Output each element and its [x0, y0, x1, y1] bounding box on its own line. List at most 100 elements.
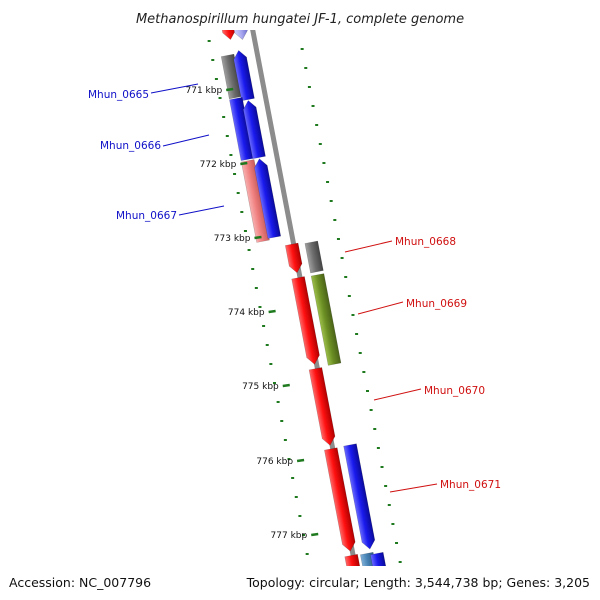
gene-labels: Mhun_0665 Mhun_0666 Mhun_0667 Mhun_0668 Mhun… — [88, 83, 501, 493]
tick-marks: 771 kbp 772 kbp 773 kbp 774 kbp 775 kbp 776 k… — [186, 86, 319, 541]
map-title: Methanospirillum hungatei JF-1, complete… — [136, 12, 464, 27]
gene-label[interactable]: Mhun_0671 — [440, 479, 501, 491]
tick-dot — [272, 382, 276, 384]
scale-tick — [268, 309, 276, 314]
gene-label-leader — [357, 301, 404, 315]
tick-dot — [336, 238, 340, 240]
scale-tick — [296, 458, 305, 463]
gene-feature — [343, 443, 376, 550]
scale-tick-label: 772 kbp — [200, 160, 237, 170]
tick-dot — [302, 534, 306, 536]
genome-summary-text: Topology: circular; Length: 3,544,738 bp… — [246, 575, 590, 590]
tick-dot — [373, 428, 377, 430]
tick-dot — [265, 344, 269, 346]
tick-dot — [251, 268, 255, 270]
gene-label-leader — [373, 388, 422, 401]
tick-dot — [311, 105, 315, 107]
tick-dot — [236, 192, 240, 194]
tick-dot-tracks — [207, 40, 402, 563]
tick-dot — [287, 458, 291, 460]
tick-dot — [243, 230, 247, 232]
tick-dot — [340, 257, 344, 259]
tick-dot — [298, 515, 302, 517]
tick-dot — [384, 485, 388, 487]
tick-dot — [222, 116, 226, 118]
tick-dot — [229, 154, 233, 156]
gene-label-leader — [344, 240, 393, 253]
tick-dot — [218, 97, 222, 99]
gene-feature — [291, 276, 320, 365]
tick-dot — [276, 401, 280, 403]
tick-dot — [369, 409, 373, 411]
tick-dot — [391, 523, 395, 525]
gene-feature — [304, 240, 324, 274]
tick-dot — [240, 211, 244, 213]
tick-dot — [376, 447, 380, 449]
scale-tick — [226, 87, 234, 92]
gene-label[interactable]: Mhun_0668 — [395, 236, 456, 248]
tick-dot — [207, 40, 211, 42]
tick-dot — [307, 86, 311, 88]
tick-dot — [347, 295, 351, 297]
gene-feature — [308, 367, 336, 446]
scale-tick-label: 775 kbp — [242, 382, 279, 392]
scale-tick — [311, 532, 319, 537]
scale-tick-label: 777 kbp — [271, 531, 308, 541]
tick-dot — [283, 439, 287, 441]
gene-feature — [310, 273, 342, 366]
tick-dot — [300, 48, 304, 50]
gene-feature — [233, 50, 255, 102]
gene-label[interactable]: Mhun_0666 — [100, 140, 161, 152]
tick-dot — [365, 390, 369, 392]
tick-dot — [262, 325, 266, 327]
tick-dot — [225, 135, 229, 137]
tick-dot — [380, 466, 384, 468]
gene-label[interactable]: Mhun_0665 — [88, 89, 149, 101]
footer-background — [0, 566, 600, 600]
scale-tick-label: 773 kbp — [214, 234, 251, 244]
gene-label[interactable]: Mhun_0667 — [116, 210, 177, 222]
scale-tick-label: 771 kbp — [186, 86, 223, 96]
gene-feature — [241, 159, 270, 243]
scale-tick-label: 776 kbp — [256, 457, 293, 467]
tick-dot — [304, 67, 308, 69]
gene-label-leader — [162, 134, 210, 147]
tick-dot — [395, 542, 399, 544]
gene-label-leader — [389, 483, 438, 493]
tick-dot — [280, 420, 284, 422]
tick-dot — [355, 333, 359, 335]
gene-feature — [254, 158, 282, 239]
tick-dot — [387, 504, 391, 506]
gene-feature — [243, 100, 266, 159]
tick-dot — [214, 78, 218, 80]
tick-dot — [329, 200, 333, 202]
tick-dot — [305, 553, 309, 555]
tick-dot — [291, 477, 295, 479]
gene-label-leader — [178, 205, 225, 216]
tick-dot — [269, 363, 273, 365]
tick-dot — [344, 276, 348, 278]
gene-features — [214, 0, 395, 600]
scale-tick — [240, 161, 248, 166]
gene-label-leader — [150, 83, 199, 94]
tick-dot — [247, 249, 251, 251]
tick-dot — [318, 143, 322, 145]
tick-dot — [254, 287, 258, 289]
gene-label[interactable]: Mhun_0669 — [406, 298, 467, 310]
tick-dot — [233, 173, 237, 175]
tick-dot — [333, 219, 337, 221]
tick-dot — [351, 314, 355, 316]
gene-feature — [324, 447, 356, 552]
scale-tick-label: 774 kbp — [228, 308, 265, 318]
tick-dot — [358, 352, 362, 354]
tick-dot — [258, 306, 262, 308]
title-background — [0, 0, 600, 30]
tick-dot — [326, 181, 330, 183]
gene-feature — [284, 242, 303, 274]
tick-dot — [322, 162, 326, 164]
tick-dot — [211, 59, 215, 61]
tick-dot — [315, 124, 319, 126]
accession-text: Accession: NC_007796 — [9, 575, 151, 590]
gene-label[interactable]: Mhun_0670 — [424, 385, 485, 397]
